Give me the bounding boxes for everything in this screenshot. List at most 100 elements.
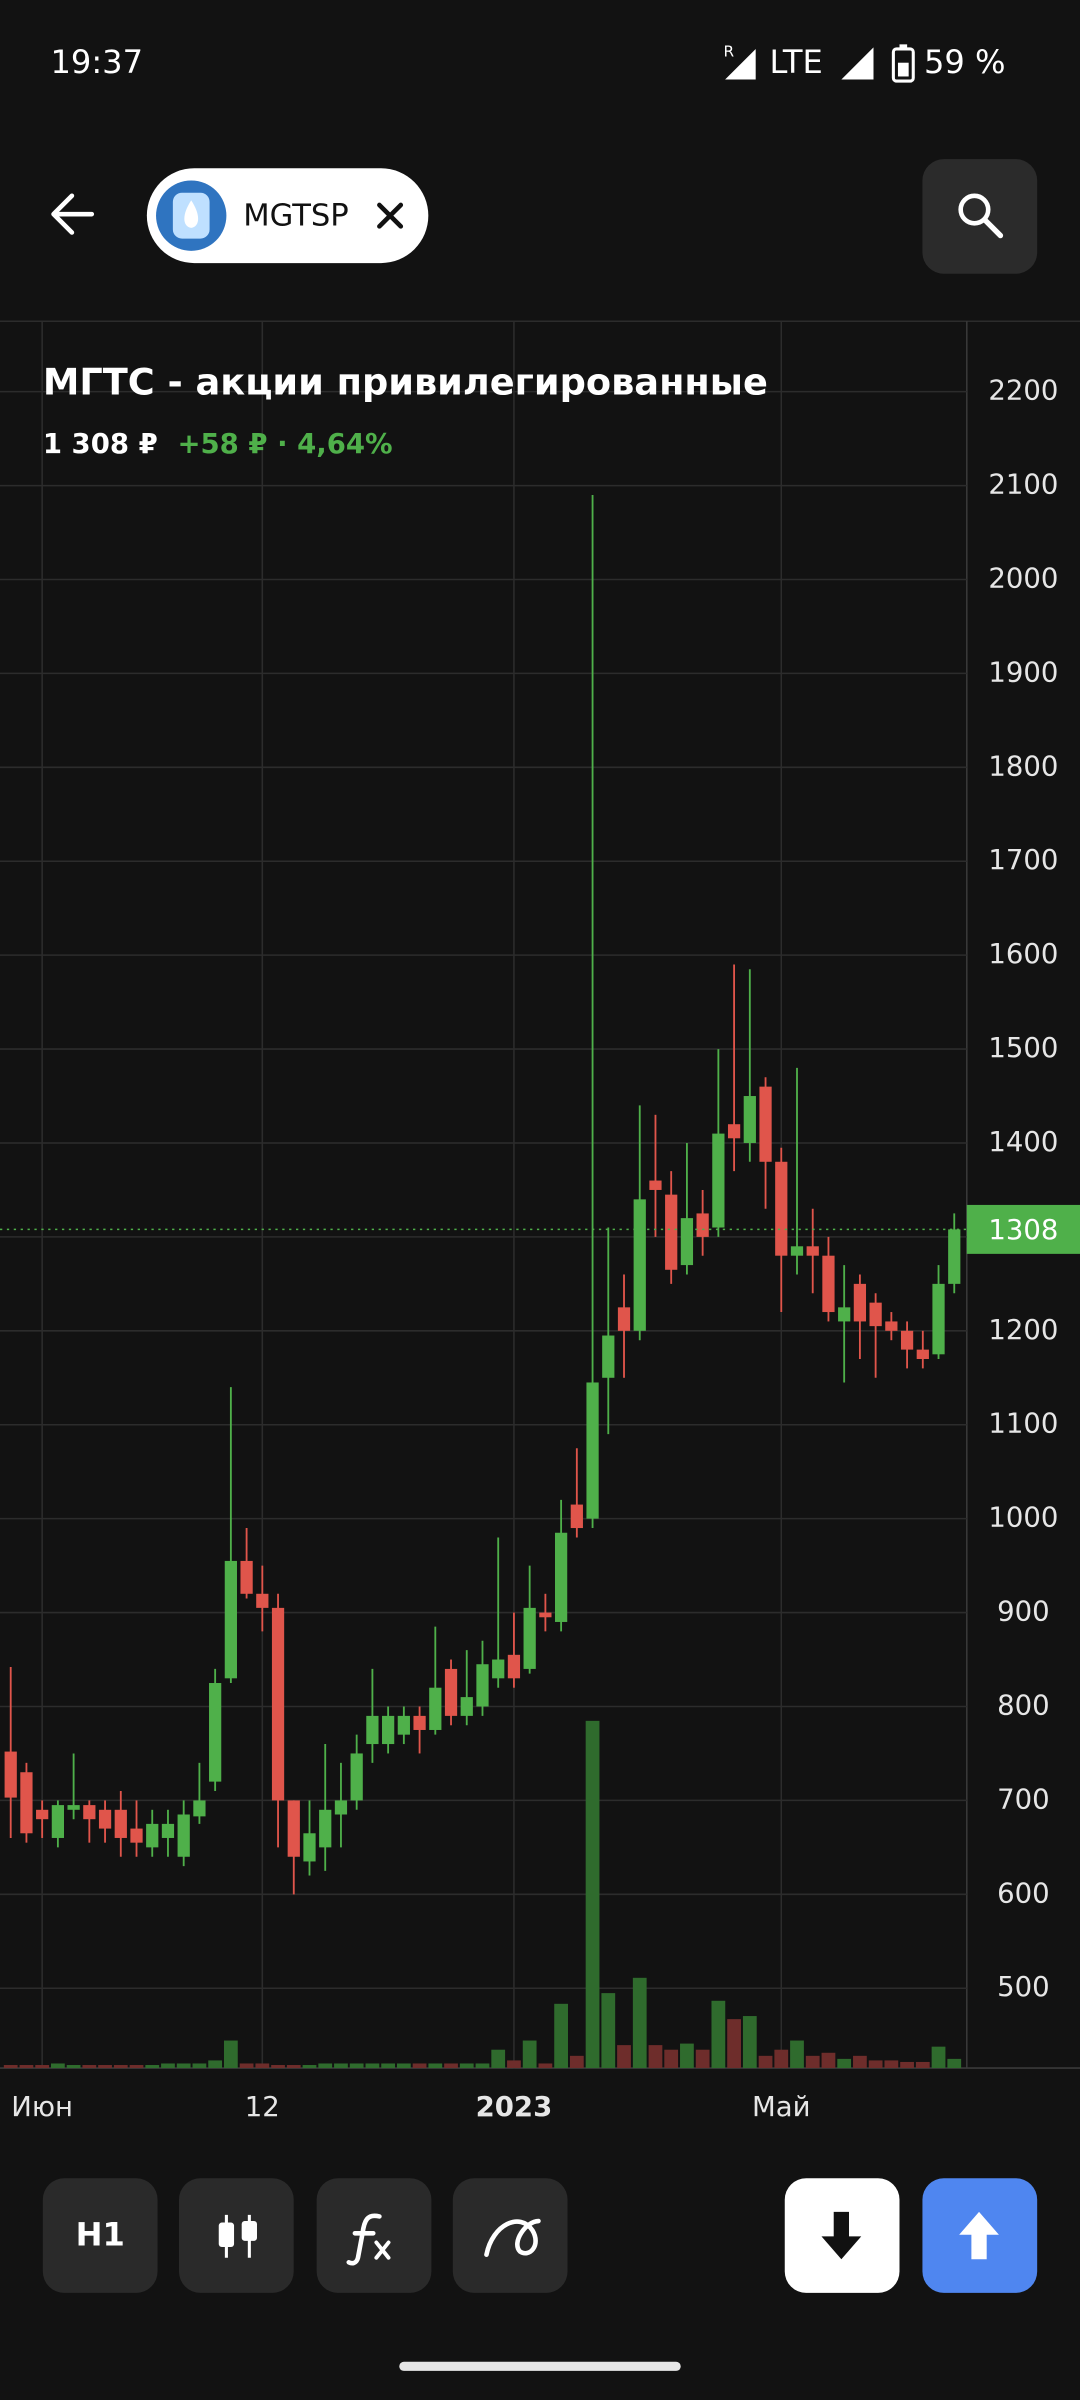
button-background [452, 2178, 568, 2293]
battery-tip [899, 44, 908, 49]
candle-body [900, 1330, 914, 1350]
candle-body [554, 1532, 568, 1622]
y-tick-label: 600 [997, 1877, 1050, 1909]
volume-bar [884, 2060, 899, 2069]
volume-bar [302, 2065, 317, 2069]
volume-bar [853, 2055, 867, 2069]
volume-bar [742, 2016, 757, 2069]
back-button[interactable] [51, 193, 95, 235]
search-icon-handle [982, 217, 1004, 239]
candle-body [602, 1335, 615, 1378]
volume-bar [176, 2063, 191, 2069]
sell-button[interactable] [784, 2178, 900, 2293]
chip-close[interactable] [377, 202, 404, 229]
candle-body [429, 1687, 442, 1730]
ticker-chip[interactable]: MGTSP [146, 168, 429, 264]
volume-bar [365, 2063, 380, 2069]
volume-bar [98, 2065, 112, 2069]
y-tick-label: 700 [997, 1783, 1050, 1815]
buy-button[interactable] [922, 2178, 1038, 2293]
candle-body [507, 1654, 521, 1679]
last-price-label: 1308 [988, 1214, 1058, 1246]
candle-body [838, 1307, 851, 1322]
candle-body [36, 1809, 49, 1820]
function-icon [346, 2213, 382, 2266]
y-tick-label: 1700 [988, 844, 1058, 876]
candle-body [271, 1607, 285, 1801]
search-button[interactable] [922, 159, 1038, 274]
candle-body [696, 1213, 709, 1237]
status-time: 19:37 [50, 43, 143, 81]
candle-body [83, 1805, 96, 1820]
volume-bar [475, 2063, 490, 2069]
volume-bar [349, 2063, 364, 2069]
y-tick-label: 1000 [988, 1502, 1058, 1534]
y-tick-label: 1600 [988, 938, 1058, 970]
last-price-badge [966, 1204, 1080, 1254]
volume-bar [381, 2063, 396, 2069]
candle-body [853, 1283, 867, 1322]
chart-type-button[interactable] [178, 2178, 294, 2293]
candle-body [4, 1751, 17, 1798]
button-background [178, 2178, 294, 2293]
y-tick-label: 1400 [988, 1126, 1058, 1158]
candle-body [240, 1560, 253, 1594]
y-tick-label: 1900 [988, 656, 1058, 688]
candle-body [759, 1086, 772, 1162]
volume-bar [821, 2052, 836, 2069]
x-tick-label: Июн [11, 2091, 73, 2123]
y-tick-label: 2100 [988, 469, 1058, 501]
candle-body [366, 1715, 379, 1745]
candle-body [869, 1302, 882, 1327]
chart-title: МГТС - акции привилегированные [43, 360, 768, 403]
candle-body [177, 1814, 190, 1857]
candle-body [570, 1504, 583, 1529]
volume-bar [632, 1977, 647, 2069]
candle-body [51, 1805, 65, 1838]
volume-bar [601, 1993, 616, 2069]
candle-body [287, 1800, 300, 1857]
drawing-icon [484, 2218, 541, 2257]
back-arrow [51, 193, 95, 235]
search-background [922, 159, 1038, 274]
candle-body [209, 1683, 222, 1782]
y-tick-label: 1500 [988, 1032, 1058, 1064]
volume-bar [648, 2045, 663, 2069]
volume-bar [868, 2060, 883, 2069]
volume-bar [774, 2049, 789, 2069]
volume-bar [837, 2058, 852, 2069]
volume-bar [444, 2063, 458, 2069]
y-tick-label: 900 [997, 1596, 1050, 1628]
volume-bar [727, 2019, 741, 2069]
volume-bar [538, 2063, 553, 2069]
indicators-button[interactable] [316, 2178, 432, 2293]
search-icon [958, 193, 991, 226]
volume-bar [617, 2045, 631, 2069]
volume-bar [569, 2055, 584, 2069]
volume-bar [334, 2063, 348, 2069]
candle-body [617, 1307, 631, 1331]
candle-body [680, 1218, 694, 1266]
candle-body [790, 1246, 804, 1256]
candle-body [67, 1805, 80, 1810]
candle-body [350, 1753, 363, 1801]
status-battery: 59 % [924, 43, 1006, 81]
candle-body [633, 1199, 646, 1331]
volume-bar [900, 2061, 914, 2069]
volume-bar [428, 2063, 443, 2069]
interval-button[interactable]: H1 [42, 2178, 158, 2293]
plot: 5006007008009001000110012001300140015001… [0, 321, 1080, 2123]
candle-body [256, 1593, 269, 1608]
volume-bar [66, 2065, 81, 2069]
volume-bar [223, 2040, 238, 2069]
volume-bar [396, 2063, 411, 2069]
volume-bar [286, 2065, 301, 2069]
volume-bar [931, 2046, 946, 2069]
volume-bar [915, 2061, 930, 2069]
function-icon [374, 2240, 391, 2260]
x-tick-label: 2023 [476, 2091, 553, 2123]
drawing-button[interactable] [452, 2178, 568, 2293]
candle-body [916, 1349, 929, 1359]
